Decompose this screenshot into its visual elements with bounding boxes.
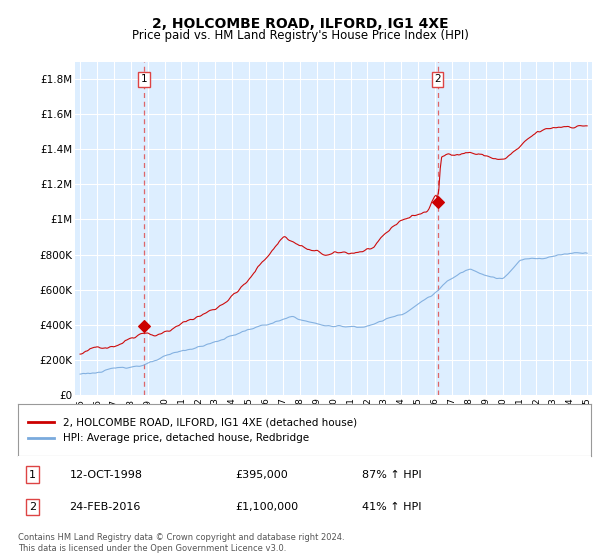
- Text: £1,100,000: £1,100,000: [236, 502, 299, 512]
- Point: [433, 198, 442, 207]
- Text: 2: 2: [29, 502, 36, 512]
- Text: £395,000: £395,000: [236, 470, 289, 479]
- Text: 12-OCT-1998: 12-OCT-1998: [70, 470, 143, 479]
- Text: 87% ↑ HPI: 87% ↑ HPI: [362, 470, 421, 479]
- Text: Contains HM Land Registry data © Crown copyright and database right 2024.
This d: Contains HM Land Registry data © Crown c…: [18, 533, 344, 553]
- Text: 1: 1: [141, 74, 148, 84]
- Text: 2, HOLCOMBE ROAD, ILFORD, IG1 4XE: 2, HOLCOMBE ROAD, ILFORD, IG1 4XE: [152, 17, 448, 31]
- Point: [139, 321, 149, 330]
- Legend: 2, HOLCOMBE ROAD, ILFORD, IG1 4XE (detached house), HPI: Average price, detached: 2, HOLCOMBE ROAD, ILFORD, IG1 4XE (detac…: [24, 413, 361, 447]
- Text: 24-FEB-2016: 24-FEB-2016: [70, 502, 141, 512]
- Text: Price paid vs. HM Land Registry's House Price Index (HPI): Price paid vs. HM Land Registry's House …: [131, 29, 469, 42]
- Text: 1: 1: [29, 470, 36, 479]
- Text: 2: 2: [434, 74, 441, 84]
- Text: 41% ↑ HPI: 41% ↑ HPI: [362, 502, 421, 512]
